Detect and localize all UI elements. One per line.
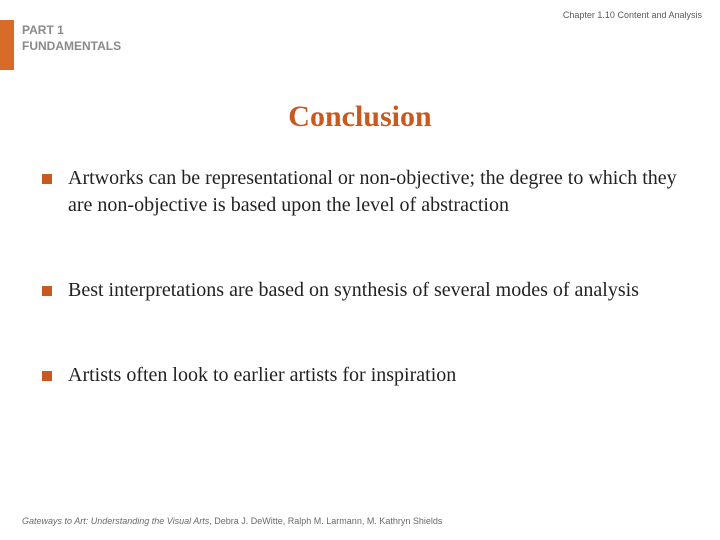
bullet-icon [42, 286, 52, 296]
list-item: Best interpretations are based on synthe… [42, 277, 680, 304]
bullet-text: Artworks can be representational or non-… [68, 165, 680, 219]
footer-authors: , Debra J. DeWitte, Ralph M. Larmann, M.… [209, 516, 442, 526]
footer-book-title: Gateways to Art: Understanding the Visua… [22, 516, 209, 526]
accent-bar [0, 20, 14, 70]
bullet-icon [42, 174, 52, 184]
bullet-list: Artworks can be representational or non-… [42, 165, 680, 447]
part-label: PART 1 FUNDAMENTALS [22, 23, 121, 54]
bullet-text: Best interpretations are based on synthe… [68, 277, 639, 304]
list-item: Artworks can be representational or non-… [42, 165, 680, 219]
slide-title: Conclusion [0, 100, 720, 134]
footer-citation: Gateways to Art: Understanding the Visua… [22, 516, 442, 526]
part-line-1: PART 1 [22, 23, 64, 37]
bullet-icon [42, 371, 52, 381]
list-item: Artists often look to earlier artists fo… [42, 362, 680, 389]
part-line-2: FUNDAMENTALS [22, 39, 121, 53]
bullet-text: Artists often look to earlier artists fo… [68, 362, 456, 389]
chapter-label: Chapter 1.10 Content and Analysis [563, 10, 702, 20]
